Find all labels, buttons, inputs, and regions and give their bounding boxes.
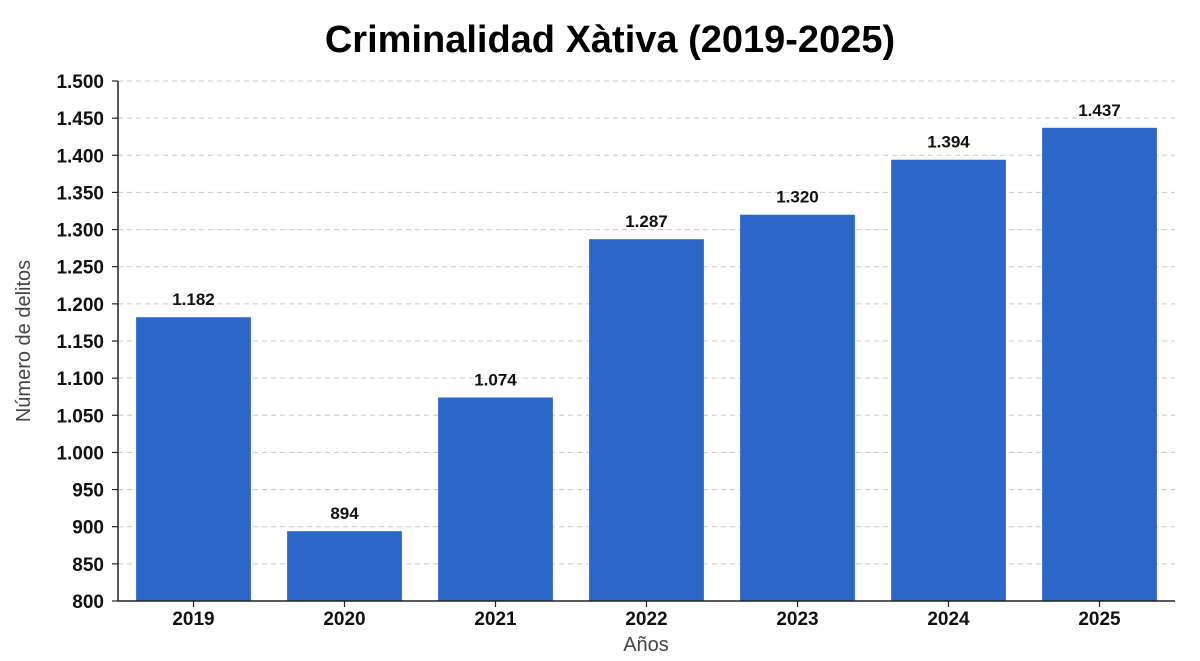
y-tick-label: 1.500	[56, 72, 104, 93]
data-label-2020: 894	[330, 504, 359, 523]
bar-2025	[1042, 127, 1157, 602]
y-tick-label: 1.150	[56, 332, 104, 353]
x-tick-label-2019: 2019	[172, 609, 214, 630]
bar-2023	[740, 214, 855, 601]
y-tick-label: 1.000	[56, 443, 104, 464]
data-label-2022: 1.287	[625, 212, 668, 231]
x-tick-label-2021: 2021	[474, 609, 517, 630]
x-tick-label-2023: 2023	[776, 609, 818, 630]
x-tick-label-2025: 2025	[1078, 609, 1121, 630]
bar-2022	[589, 239, 704, 601]
data-label-2021: 1.074	[474, 370, 517, 389]
x-tick-label-2024: 2024	[927, 609, 970, 630]
y-tick-label: 1.350	[56, 183, 104, 204]
bar-2024	[891, 159, 1006, 601]
x-tick-label-2020: 2020	[323, 609, 365, 630]
bar-2019	[136, 317, 251, 601]
x-axis-ticks: 2019 2020 2021 2022 2023 2024 2025	[172, 601, 1121, 630]
x-tick-label-2022: 2022	[625, 609, 667, 630]
y-tick-label: 800	[72, 592, 104, 613]
chart-title: Criminalidad Xàtiva (2019-2025)	[325, 19, 895, 61]
y-tick-label: 1.450	[56, 109, 104, 130]
y-tick-label: 1.300	[56, 221, 104, 242]
bar-2021	[438, 397, 553, 601]
x-axis-label: Años	[623, 634, 669, 656]
data-label-2019: 1.182	[172, 290, 215, 309]
data-label-2023: 1.320	[776, 188, 819, 207]
y-tick-label: 850	[72, 555, 104, 576]
data-label-2025: 1.437	[1078, 101, 1121, 120]
y-tick-label: 1.100	[56, 369, 104, 390]
y-tick-label: 950	[72, 481, 104, 502]
y-tick-label: 1.400	[56, 146, 104, 167]
y-axis-label: Número de delitos	[13, 260, 35, 422]
y-tick-label: 900	[72, 518, 104, 539]
y-tick-label: 1.250	[56, 258, 104, 279]
data-label-2024: 1.394	[927, 133, 970, 152]
bar-2020	[287, 531, 402, 601]
y-tick-label: 1.050	[56, 406, 104, 427]
y-axis-ticks: 800 850 900 950 1.000 1.050 1.100 1.150 1.200 1.2…	[56, 72, 118, 613]
data-labels: 1.182 894 1.074 1.287 1.320 1.394 1.437	[172, 101, 1121, 523]
bars	[136, 127, 1157, 602]
y-tick-label: 1.200	[56, 295, 104, 316]
